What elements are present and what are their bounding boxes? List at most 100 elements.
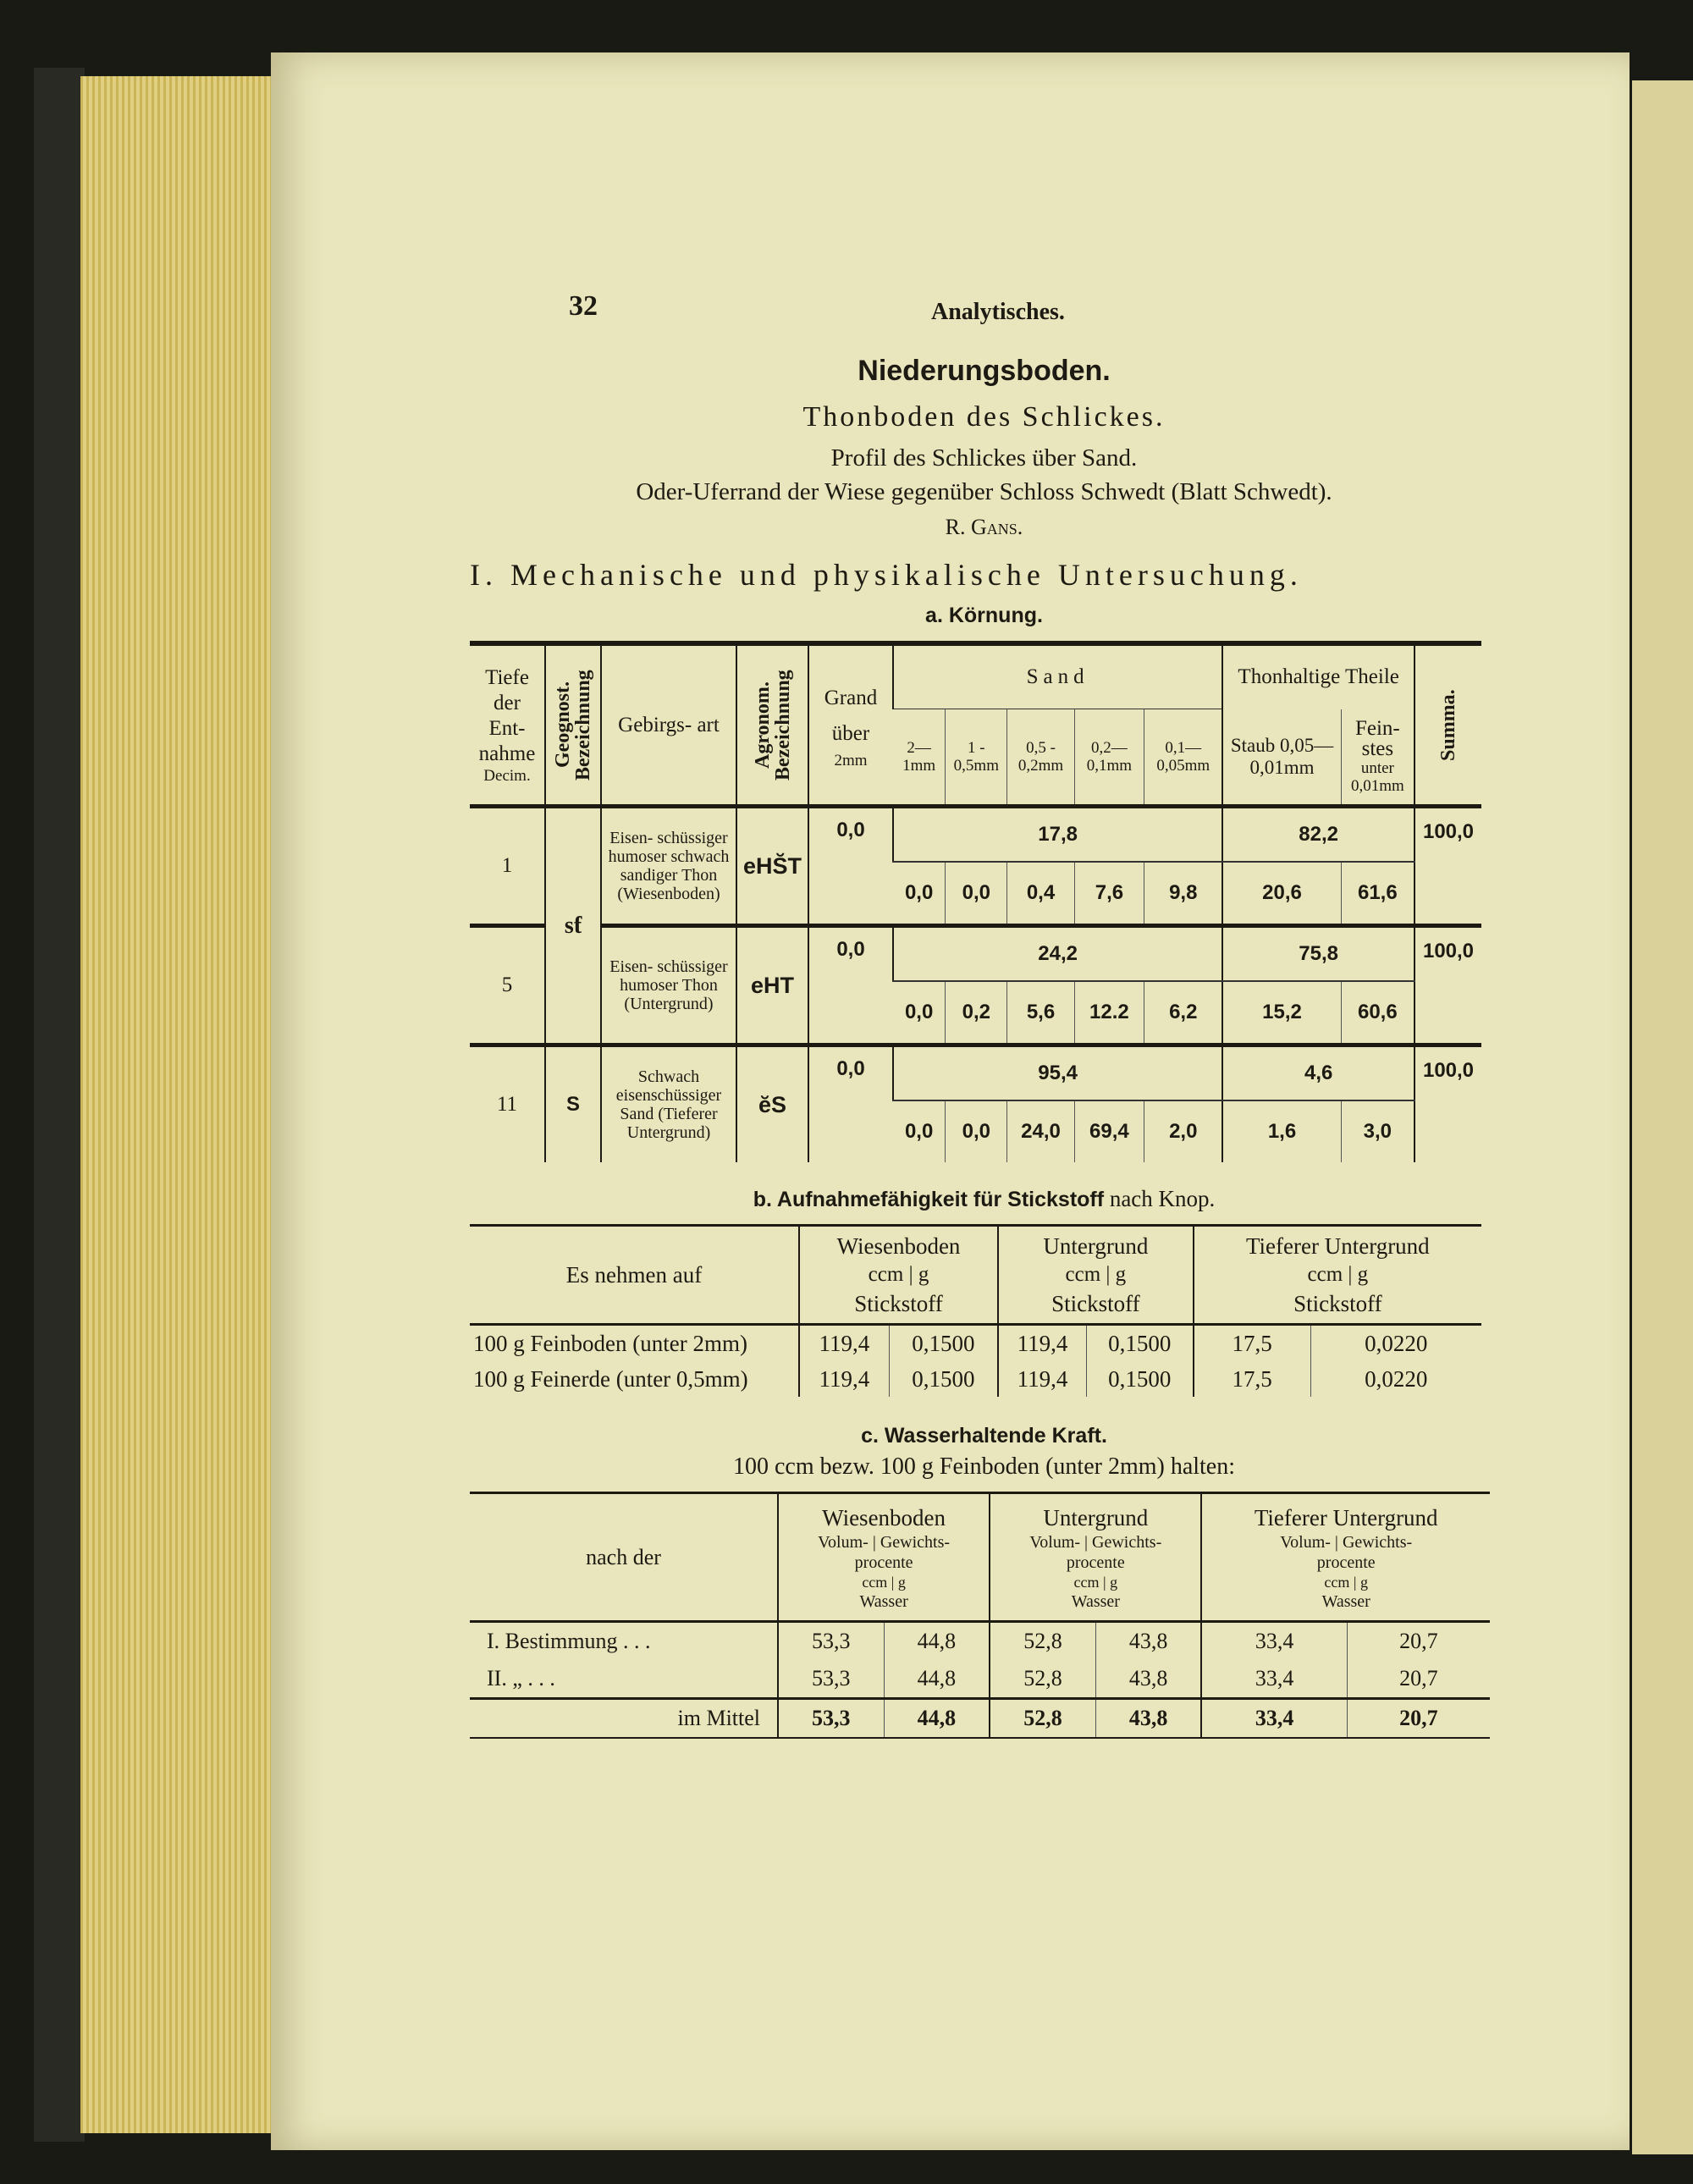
sand-value-cell: 9,8 (1144, 862, 1223, 928)
subhead-volum: Volum- (1280, 1532, 1331, 1552)
row-label: im Mittel (677, 1706, 761, 1730)
value-cell: 43,8 (1095, 1698, 1202, 1738)
row-label: 100 g Feinerde (unter 0,5mm) (473, 1365, 748, 1392)
gebirgsart-cell: Schwach eisenschüssiger Sand (Tieferer U… (600, 1045, 736, 1162)
summa-cell: 100,0 (1414, 925, 1481, 1047)
subhead-gewichts: Gewichts- (880, 1532, 951, 1552)
value-cell: 43,8 (1095, 1660, 1202, 1699)
unit-label: Stickstoff (1293, 1291, 1382, 1316)
header-sand-col: 0,1— 0,05mm (1144, 709, 1223, 808)
running-head: Analytisches. (931, 299, 1065, 325)
value-cell: 0,0220 (1310, 1324, 1481, 1361)
header-geognost: Geognost. Bezeichnung (552, 670, 594, 780)
thon-value-cell: 1,6 (1221, 1100, 1342, 1162)
facing-page-edge (1632, 80, 1693, 2154)
value-cell: 53,3 (776, 1621, 885, 1660)
title: Niederungsboden. (858, 355, 1111, 387)
header-feinstes-unit: 0,01mm (1350, 776, 1404, 795)
unit-label: Stickstoff (1051, 1291, 1140, 1316)
subtitle: Thonboden des Schlickes. (802, 401, 1166, 433)
unit-label: Wasser (1321, 1591, 1370, 1611)
value-cell: 44,8 (883, 1698, 990, 1738)
unit-row: ccm | g (868, 1263, 929, 1286)
group-header: Wiesenboden ccm | g Stickstoff (798, 1225, 998, 1325)
tiefe-cell: 5 (470, 925, 545, 1047)
header-grand: Grand über (824, 687, 878, 745)
table-row: 0,0 0,2 5,6 12.2 6,2 15,2 60,6 (470, 981, 1481, 1047)
group-header: Untergrund ccm | g Stickstoff (997, 1225, 1194, 1325)
group-name: Tieferer Untergrund (1254, 1504, 1438, 1530)
group-header: Tieferer Untergrund Volum- | Gewichts-pro… (1200, 1492, 1490, 1622)
value-cell: 20,7 (1346, 1621, 1490, 1660)
sand-total-cell: 17,8 (891, 806, 1223, 863)
value-cell: 20,7 (1346, 1698, 1490, 1738)
koernung-table: Tiefe der Ent- nahme Decim. Geognost. Bez… (470, 641, 1481, 1162)
subhead-volum: Volum- (1029, 1532, 1081, 1552)
page-header: 32 Analytisches. (470, 284, 1498, 328)
header-sand-col: 1 - 0,5mm (945, 709, 1007, 808)
group-name: Untergrund (1043, 1233, 1149, 1259)
page-content: 32 Analytisches. Niederungsboden. Thonbo… (470, 284, 1498, 1739)
row-label: 100 g Feinboden (unter 2mm) (473, 1330, 747, 1356)
grand-cell: 0,0 (808, 925, 893, 1047)
value-cell: 43,8 (1095, 1621, 1202, 1660)
subhead-row: Volum- | Gewichts- (1029, 1532, 1162, 1552)
header-sand-col: 2— 1mm (893, 709, 946, 808)
profile: Profil des Schlickes über Sand. (830, 444, 1138, 472)
location: Oder-Uferrand der Wiese gegenüber Schlos… (636, 478, 1332, 505)
summa-cell: 100,0 (1414, 806, 1481, 928)
book-cover (34, 68, 85, 2142)
table-row: 5 Eisen- schüssiger humoser Thon (Untergr… (470, 925, 1481, 1047)
thon-total-cell: 82,2 (1221, 806, 1415, 863)
table-row: 1 sƭ Eisen- schüssiger humoser schwach san… (470, 806, 1481, 1047)
stickstoff-heading-tail: nach Knop. (1109, 1186, 1216, 1211)
stickstoff-heading: b. Aufnahmefähigkeit für Stickstoff nach… (470, 1184, 1498, 1214)
sand-value-cell: 0,4 (1006, 862, 1075, 928)
value-cell: 0,1500 (1085, 1324, 1194, 1361)
table-row: 11 S Schwach eisenschüssiger Sand (Tiefere… (470, 1045, 1481, 1162)
sand-value-cell: 7,6 (1073, 862, 1144, 928)
value-cell: 53,3 (776, 1698, 885, 1738)
unit-row: ccm | g (1073, 1573, 1118, 1591)
value-cell: 52,8 (989, 1698, 1096, 1738)
group-header: Tieferer Untergrund ccm | g Stickstoff (1192, 1225, 1481, 1325)
value-cell: 0,1500 (888, 1361, 998, 1397)
header-gebirgsart: Gebirgs- art (618, 713, 720, 736)
value-cell: 0,1500 (888, 1324, 998, 1361)
gebirgsart-cell: Eisen- schüssiger humoser schwach sandig… (600, 806, 736, 928)
unit-row: ccm | g (1307, 1263, 1369, 1286)
unit-row: ccm | g (1324, 1573, 1369, 1591)
value-cell: 33,4 (1200, 1660, 1348, 1699)
group-header: Wiesenboden Volum- | Gewichts-procente ccm… (776, 1492, 990, 1622)
subhead-volum: Volum- (818, 1532, 869, 1552)
sand-value-cell: 0,0 (893, 862, 946, 928)
group-name: Untergrund (1043, 1504, 1149, 1530)
value-cell: 33,4 (1200, 1698, 1348, 1738)
table-row: 0,0 0,0 24,0 69,4 2,0 1,6 3,0 (470, 1100, 1481, 1162)
header-decim: Decim. (483, 767, 531, 785)
unit-g: g (1360, 1573, 1369, 1591)
table-row: I. Bestimmung . . . 53,3 44,8 52,8 43,8 33,4 2… (470, 1621, 1490, 1660)
table-row: im Mittel 53,3 44,8 52,8 43,8 33,4 20,7 (470, 1698, 1490, 1738)
header-grand-unit: 2mm (834, 752, 868, 769)
grand-cell: 0,0 (808, 1045, 893, 1162)
sand-total-cell: 24,2 (891, 925, 1223, 982)
group-name: Tieferer Untergrund (1245, 1233, 1430, 1259)
page-number: 32 (569, 290, 598, 322)
unit-row: ccm | g (1065, 1263, 1127, 1286)
unit-g: g (897, 1573, 906, 1591)
unit-ccm: ccm (1324, 1573, 1350, 1591)
value-cell: 17,5 (1192, 1361, 1311, 1397)
sand-value-cell: 5,6 (1006, 981, 1075, 1047)
unit-label: Wasser (859, 1591, 908, 1611)
sand-total-cell: 95,4 (891, 1045, 1223, 1101)
geognost-cell: sƭ (544, 806, 601, 1047)
header-tiefe: Tiefe der Ent- nahme (478, 666, 536, 765)
geognost-cell: S (544, 1045, 601, 1162)
agronom-cell: ĕS (736, 1045, 808, 1162)
value-cell: 52,8 (989, 1621, 1096, 1660)
value-cell: 119,4 (797, 1324, 890, 1361)
value-cell: 53,3 (776, 1660, 885, 1699)
header-nach-der: nach der (586, 1544, 661, 1569)
koernung-heading: a. Körnung. (925, 604, 1043, 627)
